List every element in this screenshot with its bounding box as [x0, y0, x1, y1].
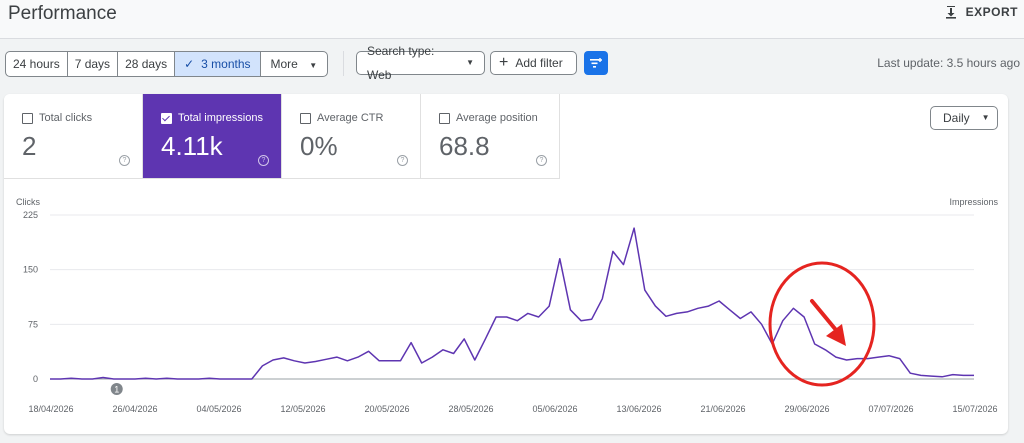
metric-label: Total clicks [39, 112, 93, 124]
x-tick-label: 18/04/2026 [28, 404, 73, 414]
x-tick-label: 26/04/2026 [112, 404, 157, 414]
x-tick-label: 29/06/2026 [784, 404, 829, 414]
search-type-dropdown[interactable]: Search type: Web ▼ [356, 44, 485, 82]
filter-bar: 24 hours 7 days 28 days ✓ 3 months More ▼… [0, 39, 1024, 89]
export-label: EXPORT [965, 5, 1018, 19]
x-tick-label: 07/07/2026 [868, 404, 913, 414]
export-button[interactable]: EXPORT [944, 5, 1018, 19]
annotation-marker-label: 1 [114, 385, 119, 395]
date-range-more[interactable]: More ▼ [261, 52, 328, 76]
help-icon[interactable]: ? [119, 155, 130, 166]
granularity-label: Daily [943, 111, 970, 125]
last-update-text: Last update: 3.5 hours ago [877, 56, 1020, 70]
date-range-selector: 24 hours 7 days 28 days ✓ 3 months More ▼ [5, 51, 329, 77]
arrow-head [826, 324, 846, 346]
arrow-shaft [810, 299, 838, 332]
y-tick-label: 225 [23, 210, 38, 220]
y-axis-title-left: Clicks [16, 197, 40, 207]
x-tick-label: 20/05/2026 [364, 404, 409, 414]
date-range-more-label: More [270, 57, 298, 71]
annotation-marker [110, 383, 123, 395]
x-tick-label: 21/06/2026 [700, 404, 745, 414]
caret-down-icon: ▼ [466, 58, 474, 67]
help-icon[interactable]: ? [397, 155, 408, 166]
plus-icon: + [499, 54, 509, 71]
date-range-3-months-label: 3 months [201, 57, 251, 71]
x-tick-label: 15/07/2026 [952, 404, 997, 414]
x-tick-label: 12/05/2026 [280, 404, 325, 414]
y-tick-label: 0 [33, 374, 38, 384]
check-icon: ✓ [184, 57, 195, 71]
help-icon[interactable]: ? [258, 155, 269, 166]
caret-down-icon: ▼ [309, 61, 318, 70]
add-filter-label: Add filter [515, 56, 563, 70]
add-filter-button[interactable]: + Add filter [490, 51, 577, 75]
header-bar: Performance EXPORT [0, 0, 1024, 39]
metric-average-ctr[interactable]: Average CTR 0% ? [282, 94, 421, 179]
x-tick-label: 28/05/2026 [448, 404, 493, 414]
x-tick-label: 13/06/2026 [616, 404, 661, 414]
date-range-7-days[interactable]: 7 days [68, 52, 119, 76]
metric-value: 4.11k [161, 131, 223, 161]
page-title: Performance [8, 3, 117, 24]
date-range-24-hours[interactable]: 24 hours [6, 52, 68, 76]
filter-divider [343, 51, 344, 76]
y-tick-label: 75 [28, 319, 38, 329]
checkbox-icon [22, 112, 33, 124]
date-range-3-months[interactable]: ✓ 3 months [175, 52, 261, 76]
metric-value: 68.8 [439, 131, 490, 161]
search-type-label: Search type: Web [367, 44, 435, 82]
y-axis-title-right: Impressions [949, 197, 998, 207]
metric-label: Average CTR [317, 112, 384, 124]
date-range-28-days[interactable]: 28 days [118, 52, 176, 76]
checkbox-checked-icon [161, 112, 172, 124]
metric-total-impressions[interactable]: Total impressions 4.11k ? [143, 94, 282, 179]
granularity-dropdown[interactable]: Daily ▼ [930, 106, 998, 130]
impressions-series-line [50, 227, 974, 380]
metric-total-clicks[interactable]: Total clicks 2 ? [4, 94, 143, 179]
metric-value: 2 [22, 131, 37, 161]
impressions-line-chart: 225 150 75 0 18/04/2026 26/04/2026 04/05/2026 1… [23, 210, 998, 414]
y-tick-label: 150 [23, 265, 38, 275]
metric-value: 0% [300, 131, 338, 161]
checkbox-icon [439, 112, 450, 124]
metric-label: Average position [456, 112, 538, 124]
x-tick-label: 05/06/2026 [532, 404, 577, 414]
download-icon [945, 6, 956, 19]
highlight-circle [768, 261, 876, 387]
checkbox-icon [300, 112, 311, 124]
metric-average-position[interactable]: Average position 68.8 ? [421, 94, 560, 179]
x-tick-label: 04/05/2026 [196, 404, 241, 414]
performance-card: Total clicks 2 ? Total impressions 4.11k… [4, 94, 1008, 434]
filter-lines-icon [590, 58, 602, 68]
metric-label: Total impressions [178, 112, 263, 124]
help-icon[interactable]: ? [536, 155, 547, 166]
caret-down-icon: ▼ [981, 113, 990, 122]
filter-settings-button[interactable] [584, 51, 608, 75]
